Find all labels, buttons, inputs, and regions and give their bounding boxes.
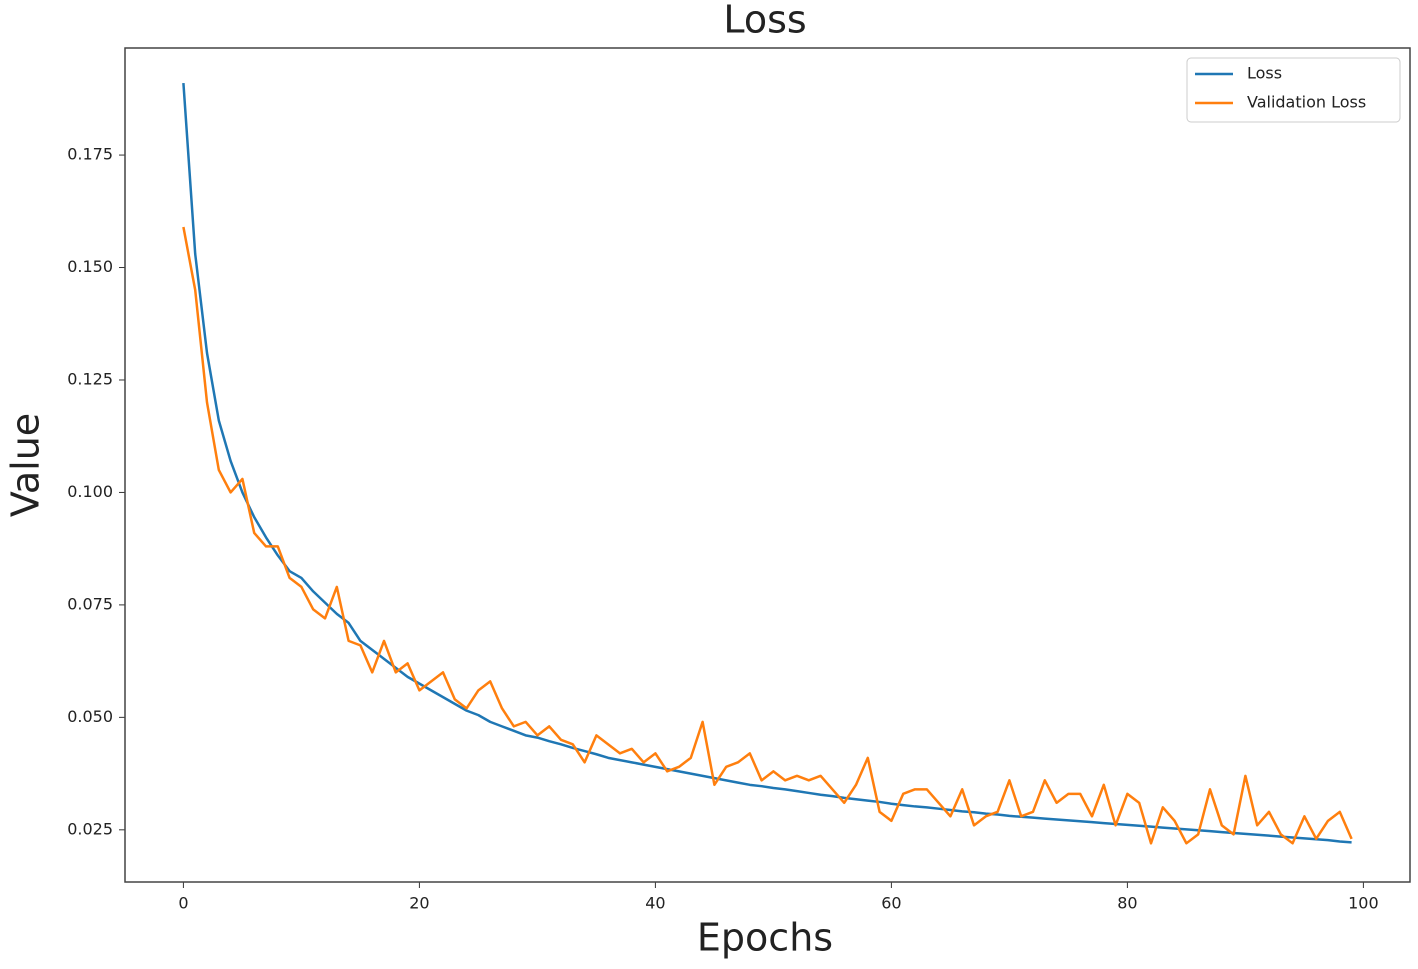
x-tick-label: 40	[645, 894, 665, 913]
x-tick-label: 20	[409, 894, 429, 913]
y-tick-label: 0.100	[67, 482, 113, 501]
x-tick-label: 80	[1117, 894, 1137, 913]
x-tick-label: 100	[1348, 894, 1379, 913]
y-tick-label: 0.050	[67, 707, 113, 726]
x-tick-label: 0	[178, 894, 188, 913]
plot-frame	[124, 47, 1411, 883]
legend-box	[1186, 57, 1401, 123]
x-tick-label: 60	[881, 894, 901, 913]
data-line	[182, 83, 1352, 844]
chart-title: Loss	[723, 0, 806, 42]
y-tick-label: 0.125	[67, 369, 113, 388]
y-tick-label: 0.175	[67, 145, 113, 164]
y-tick-label: 0.075	[67, 594, 113, 613]
legend-label: Loss	[1247, 64, 1282, 83]
x-axis-label: Epochs	[697, 916, 833, 960]
legend-label: Validation Loss	[1247, 93, 1366, 112]
y-tick-label: 0.025	[67, 819, 113, 838]
data-line	[182, 226, 1353, 845]
y-axis-label: Value	[4, 413, 48, 517]
y-tick-label: 0.150	[67, 257, 113, 276]
